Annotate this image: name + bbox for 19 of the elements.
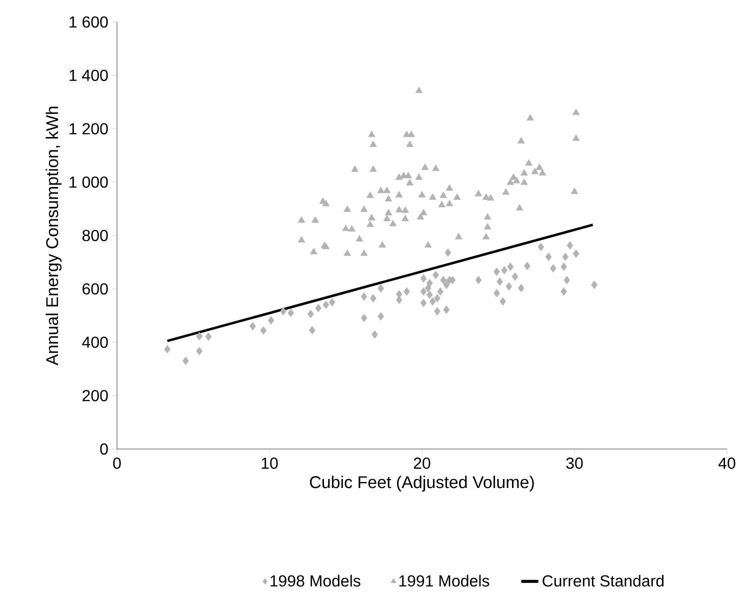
y-axis-title: Annual Energy Consumption, kWh [46,106,62,366]
x-tick-label: 40 [718,458,736,469]
y-tick-label: 1 000 [70,176,108,188]
y-tick-label: 400 [82,336,108,348]
x-tick-label: 30 [566,458,583,469]
x-axis-title: Cubic Feet (Adjusted Volume) [310,476,534,492]
y-tick-label: 1 600 [70,16,108,28]
legend-label: Current Standard [542,574,664,587]
x-tick-label: 10 [262,458,278,469]
y-tick-label: 200 [82,390,108,402]
y-tick-label: 0 [100,443,108,455]
x-tick-label: 20 [414,458,430,469]
legend-label: 1998 Models [270,574,360,587]
legend-label: 1991 Models [399,574,490,587]
y-tick-label: 800 [82,230,108,242]
y-tick-label: 1 400 [70,70,108,82]
y-tick-label: 600 [82,283,108,295]
y-tick-label: 1 200 [70,123,108,134]
x-tick-label: 0 [113,458,121,469]
